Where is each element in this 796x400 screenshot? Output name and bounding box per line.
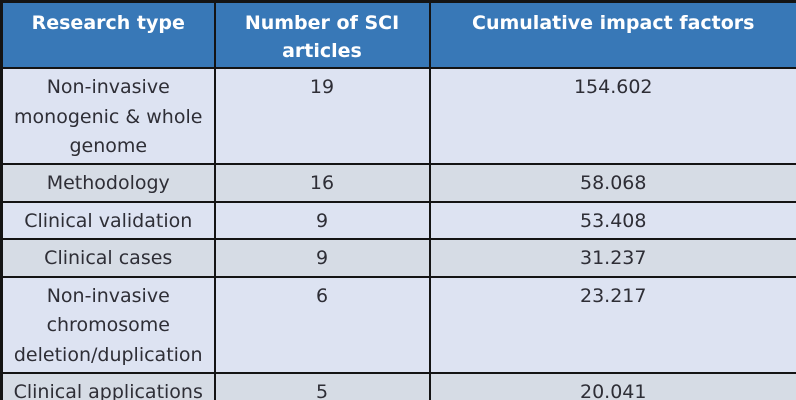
cell-impact-factors: 154.602 <box>428 67 796 166</box>
cell-research-type: Clinical validation <box>0 200 216 241</box>
cell-sci-articles: 19 <box>213 67 431 166</box>
table-body: Non-invasive monogenic & whole genome 19… <box>0 67 796 400</box>
cell-research-type: Clinical applications <box>0 372 216 400</box>
cell-research-type: Clinical cases <box>0 238 216 278</box>
cell-impact-factors: 53.408 <box>428 200 796 241</box>
table-header-row: Research type Number of SCI articles Cum… <box>0 0 796 70</box>
cell-impact-factors: 31.237 <box>428 238 796 278</box>
table-row: Clinical applications 5 20.041 <box>0 372 796 400</box>
column-header-sci-articles: Number of SCI articles <box>213 0 431 70</box>
cell-sci-articles: 9 <box>213 238 431 278</box>
table-row: Non-invasive monogenic & whole genome 19… <box>0 67 796 166</box>
table-row: Non-invasive chromosome deletion/duplica… <box>0 275 796 375</box>
column-header-research-type: Research type <box>0 0 216 70</box>
cell-impact-factors: 23.217 <box>428 275 796 375</box>
cell-impact-factors: 20.041 <box>428 372 796 400</box>
cell-impact-factors: 58.068 <box>428 163 796 203</box>
cell-research-type: Non-invasive monogenic & whole genome <box>0 67 216 166</box>
cell-sci-articles: 16 <box>213 163 431 203</box>
column-header-impact-factors: Cumulative impact factors <box>428 0 796 70</box>
cell-research-type: Non-invasive chromosome deletion/duplica… <box>0 275 216 375</box>
table-row: Clinical cases 9 31.237 <box>0 238 796 278</box>
cell-research-type: Methodology <box>0 163 216 203</box>
table-row: Methodology 16 58.068 <box>0 163 796 203</box>
table-row: Clinical validation 9 53.408 <box>0 200 796 241</box>
cell-sci-articles: 5 <box>213 372 431 400</box>
cell-sci-articles: 9 <box>213 200 431 241</box>
cell-sci-articles: 6 <box>213 275 431 375</box>
